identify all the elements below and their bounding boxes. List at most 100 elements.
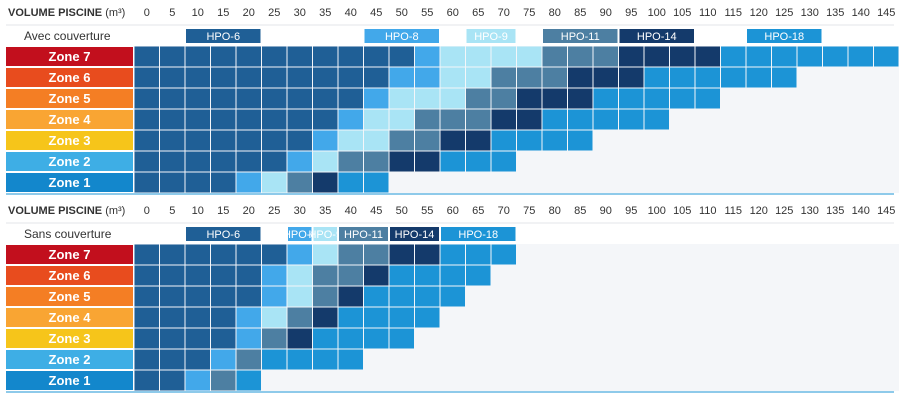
- heatmap-cell: [364, 67, 389, 88]
- heatmap-cell: [160, 46, 185, 67]
- zone-label-box: [6, 131, 133, 150]
- x-tick-label: 110: [699, 7, 717, 19]
- heatmap-cell: [364, 328, 389, 349]
- x-tick-label: 10: [192, 7, 204, 19]
- zone-label: Zone 4: [49, 112, 92, 127]
- heatmap-cell: [338, 244, 363, 265]
- heatmap-cell: [287, 151, 312, 172]
- zone-label: Zone 5: [49, 289, 91, 304]
- heatmap-cell: [236, 172, 261, 193]
- heatmap-cell: [313, 328, 338, 349]
- heatmap-cell: [389, 46, 414, 67]
- x-tick-label: 130: [801, 205, 819, 217]
- heatmap-cell: [389, 286, 414, 307]
- heatmap-cell: [313, 130, 338, 151]
- heatmap-cell: [568, 109, 593, 130]
- heatmap-cell: [236, 109, 261, 130]
- heatmap-cell: [160, 151, 185, 172]
- x-tick-label: 25: [268, 7, 280, 19]
- heatmap-cell: [389, 109, 414, 130]
- x-tick-label: 70: [498, 7, 510, 19]
- heatmap-cell: [185, 67, 210, 88]
- zone-label-box: [6, 47, 133, 66]
- heatmap-cell: [338, 328, 363, 349]
- heatmap-cell: [313, 349, 338, 370]
- model-chip-hpo-14: [619, 29, 694, 43]
- chart-block-2: VOLUME PISCINE (m³) 0 5 10 15 20 25 30 35 40 45 50 5…: [6, 205, 899, 393]
- axis-unit: (m³): [105, 205, 125, 217]
- heatmap-cell: [160, 286, 185, 307]
- heatmap-cell: [313, 109, 338, 130]
- heatmap-cell: [772, 46, 797, 67]
- heatmap-cell: [236, 244, 261, 265]
- x-tick-label: 60: [447, 7, 459, 19]
- x-tick-label: 40: [345, 7, 357, 19]
- x-tick-label: 100: [648, 7, 666, 19]
- heatmap-cell: [389, 151, 414, 172]
- x-tick-label: 15: [217, 7, 229, 19]
- heatmap-cell: [313, 46, 338, 67]
- x-tick-label: 100: [648, 205, 666, 217]
- x-tick-label: 45: [370, 205, 382, 217]
- heatmap-cell: [338, 286, 363, 307]
- x-tick-label: 30: [294, 205, 306, 217]
- x-tick-label: 75: [523, 205, 535, 217]
- heatmap-cell: [389, 307, 414, 328]
- model-chip-hpo-11: [339, 227, 388, 241]
- heatmap-cell: [364, 151, 389, 172]
- heatmap-cell: [542, 46, 567, 67]
- x-tick-label: 85: [574, 7, 586, 19]
- heatmap-cell: [721, 46, 746, 67]
- heatmap-cell: [211, 307, 236, 328]
- heatmap-cell: [236, 286, 261, 307]
- model-chip-hpo-14: [390, 227, 439, 241]
- heatmap-cell: [262, 46, 287, 67]
- heatmap-cell: [491, 109, 516, 130]
- heatmap-cell: [313, 307, 338, 328]
- heatmap-cell: [313, 88, 338, 109]
- heatmap-cell: [134, 67, 159, 88]
- x-tick-label: 125: [775, 7, 793, 19]
- heatmap-cell: [364, 172, 389, 193]
- heatmap-cell: [236, 88, 261, 109]
- heatmap-cell: [797, 46, 822, 67]
- heatmap-cell: [338, 67, 363, 88]
- heatmap-cell: [211, 286, 236, 307]
- heatmap-cell: [287, 46, 312, 67]
- heatmap-cell: [415, 109, 440, 130]
- heatmap-cell: [338, 109, 363, 130]
- model-chip-hpo-18: [747, 29, 822, 43]
- heatmap-cell: [185, 307, 210, 328]
- heatmap-cell: [644, 88, 669, 109]
- zone-label-box: [6, 245, 133, 264]
- heatmap-cell: [670, 67, 695, 88]
- x-tick-label: 80: [549, 7, 561, 19]
- heatmap-cell: [542, 67, 567, 88]
- heatmap-cell: [389, 265, 414, 286]
- heatmap-cell: [185, 151, 210, 172]
- x-tick-label: 40: [345, 205, 357, 217]
- zone-label-box: [6, 371, 133, 390]
- heatmap-cell: [593, 67, 618, 88]
- heatmap-cell: [287, 130, 312, 151]
- heatmap-cell: [185, 370, 210, 391]
- heatmap-cell: [287, 349, 312, 370]
- heatmap-cell: [160, 130, 185, 151]
- x-tick-label: 135: [826, 205, 844, 217]
- model-chip-label: HPO-9: [474, 31, 508, 43]
- heatmap-cell: [287, 67, 312, 88]
- heatmap-cell: [211, 328, 236, 349]
- x-tick-label: 95: [625, 7, 637, 19]
- heatmap-cell: [236, 151, 261, 172]
- x-tick-label: 120: [750, 7, 768, 19]
- heatmap-cell: [721, 67, 746, 88]
- model-chip-label: HPO-11: [561, 31, 600, 43]
- heatmap-cell: [568, 46, 593, 67]
- heatmap-cell: [415, 130, 440, 151]
- heatmap-cell: [185, 109, 210, 130]
- heatmap-cell: [185, 172, 210, 193]
- heatmap-cell: [491, 88, 516, 109]
- heatmap-cell: [619, 67, 644, 88]
